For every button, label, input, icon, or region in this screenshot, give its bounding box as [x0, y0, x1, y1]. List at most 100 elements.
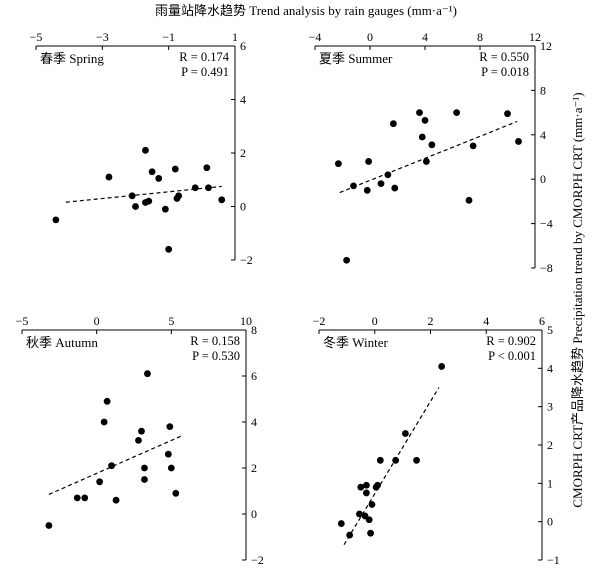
- summer-x-tick-label: 0: [367, 30, 373, 44]
- spring-data-point: [128, 192, 136, 200]
- spring-data-point: [142, 146, 149, 154]
- summer-data-point: [504, 110, 511, 118]
- winter-data-point: [376, 456, 384, 464]
- winter-panel-label: 冬季 Winter: [323, 335, 388, 350]
- summer-x-tick-label: 8: [477, 30, 483, 44]
- autumn-data-point: [103, 397, 111, 405]
- autumn-data-point: [164, 450, 172, 458]
- winter-data-point: [374, 481, 381, 489]
- autumn-trend-line: [48, 435, 183, 495]
- autumn-data-point: [135, 437, 142, 444]
- spring-data-point: [203, 164, 211, 172]
- spring-data-point: [205, 184, 212, 192]
- autumn-y-tick-label: 8: [251, 323, 257, 337]
- winter-x-tick-label: 0: [372, 314, 378, 328]
- summer-y-tick-label: 12: [540, 39, 552, 53]
- winter-data-point: [346, 531, 354, 539]
- autumn-y-tick-label: 0: [251, 507, 257, 521]
- autumn-data-point: [45, 522, 53, 529]
- autumn-y-tick-label: 4: [251, 415, 257, 429]
- winter-r-value: R = 0.902: [486, 334, 536, 348]
- autumn-data-point: [141, 476, 148, 483]
- autumn-y-tick-label: −2: [251, 553, 264, 567]
- autumn-data-point: [172, 489, 180, 497]
- winter-x-tick-label: −2: [313, 314, 326, 328]
- autumn-data-point: [96, 478, 104, 486]
- spring-data-point: [155, 175, 163, 182]
- autumn-data-point: [166, 423, 174, 430]
- winter-y-tick-label: 0: [547, 515, 553, 529]
- spring-data-point: [132, 203, 139, 210]
- winter-data-point: [357, 483, 365, 491]
- winter-data-point: [367, 529, 374, 537]
- summer-y-tick-label: 4: [540, 128, 546, 142]
- summer-y-tick-label: 0: [540, 172, 546, 186]
- spring-x-tick-label: −3: [96, 30, 109, 44]
- winter-y-tick-label: 1: [547, 476, 553, 490]
- summer-data-point: [384, 171, 392, 179]
- autumn-panel-label: 秋季 Autumn: [26, 335, 98, 350]
- spring-data-point: [165, 245, 173, 253]
- winter-data-point: [413, 456, 420, 464]
- spring-data-point: [171, 165, 179, 173]
- autumn-data-point: [138, 427, 145, 435]
- summer-data-point: [515, 138, 522, 145]
- winter-y-tick-label: −1: [547, 553, 560, 567]
- spring-data-point: [52, 216, 60, 224]
- summer-x-tick-label: 4: [422, 30, 428, 44]
- winter-x-tick-label: 2: [428, 314, 434, 328]
- winter-p-value: P < 0.001: [488, 349, 536, 363]
- autumn-data-point: [81, 494, 89, 502]
- autumn-data-point: [144, 370, 151, 378]
- autumn-y-tick-label: 6: [251, 369, 257, 383]
- summer-y-tick-label: −4: [540, 217, 553, 231]
- figure-title: 雨量站降水趋势 Trend analysis by rain gauges (m…: [155, 3, 457, 18]
- summer-data-point: [418, 133, 426, 141]
- summer-trend-line: [339, 120, 518, 194]
- spring-y-tick-label: 4: [240, 93, 246, 107]
- spring-y-tick-label: −2: [240, 253, 253, 267]
- autumn-r-value: R = 0.158: [190, 334, 240, 348]
- summer-data-point: [421, 116, 429, 124]
- spring-x-tick-label: 1: [232, 30, 238, 44]
- spring-data-point: [161, 205, 169, 213]
- winter-y-tick-label: 3: [547, 400, 553, 414]
- winter-data-point: [337, 520, 345, 527]
- summer-data-point: [416, 109, 423, 116]
- summer-data-point: [428, 141, 436, 149]
- winter-x-tick-label: 4: [483, 314, 489, 328]
- spring-panel-label: 春季 Spring: [40, 51, 104, 66]
- autumn-data-point: [108, 462, 115, 470]
- autumn-x-tick-label: 5: [168, 314, 174, 328]
- autumn-x-tick-label: 0: [94, 314, 100, 328]
- spring-x-tick-label: −5: [30, 30, 43, 44]
- autumn-y-tick-label: 2: [251, 461, 257, 475]
- summer-data-point: [343, 256, 351, 264]
- summer-r-value: R = 0.550: [479, 50, 529, 64]
- summer-data-point: [363, 186, 371, 194]
- winter-y-tick-label: 4: [547, 361, 553, 375]
- spring-trend-line: [65, 185, 222, 203]
- summer-x-tick-label: −4: [309, 30, 322, 44]
- summer-data-point: [422, 158, 430, 165]
- autumn-data-point: [112, 496, 120, 504]
- spring-y-tick-label: 0: [240, 200, 246, 214]
- winter-data-point: [362, 481, 370, 489]
- autumn-x-tick-label: −5: [16, 314, 29, 328]
- summer-data-point: [469, 142, 477, 150]
- winter-data-point: [361, 512, 369, 520]
- figure-ylabel: CMORPH CRT产品降水趋势 Precipitation trend by …: [570, 92, 585, 507]
- winter-data-point: [392, 456, 400, 464]
- summer-p-value: P = 0.018: [481, 65, 529, 79]
- winter-data-point: [362, 489, 370, 497]
- autumn-data-point: [73, 494, 81, 502]
- winter-data-point: [438, 363, 446, 370]
- summer-y-tick-label: 8: [540, 83, 546, 97]
- summer-data-point: [334, 160, 342, 168]
- spring-x-tick-label: −1: [162, 30, 175, 44]
